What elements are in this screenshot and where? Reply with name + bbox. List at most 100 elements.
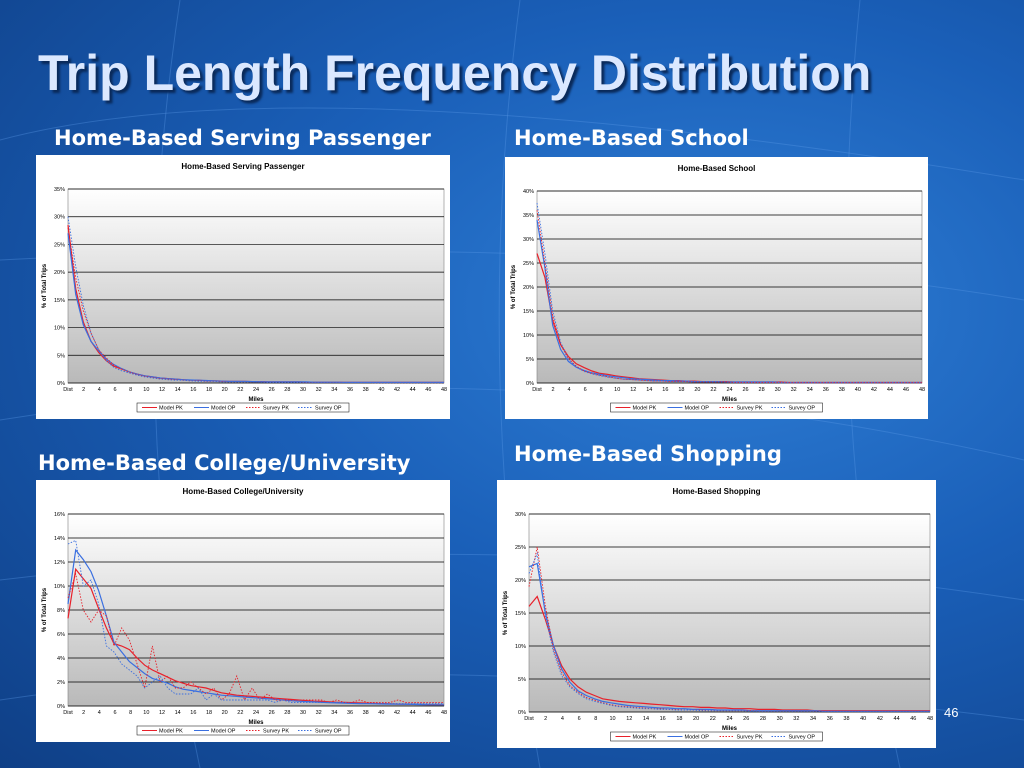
chart-0-legend-label: Survey OP <box>315 406 342 412</box>
chart-2-y-tick-label: 4% <box>57 656 65 662</box>
chart-2-series-survey-op <box>67 539 444 705</box>
chart-3-x-tick-label: 48 <box>927 716 933 722</box>
chart-0-x-tick-label: 12 <box>159 387 165 393</box>
chart-0-x-tick-label: 28 <box>284 387 290 393</box>
chart-3-x-tick-label: Dist <box>524 716 534 722</box>
chart-2-x-tick-label: 6 <box>113 710 116 716</box>
chart-0-x-tick-label: 2 <box>82 387 85 393</box>
chart-1-x-tick-label: 24 <box>726 387 732 393</box>
chart-2-x-tick-label: 42 <box>394 710 400 716</box>
chart-2-x-tick-label: 14 <box>175 710 181 716</box>
chart-3-x-tick-label: 2 <box>544 716 547 722</box>
chart-3-x-tick-label: 18 <box>676 716 682 722</box>
chart-2-x-axis-label: Miles <box>248 720 264 726</box>
chart-svg-shopping: Home-Based Shopping 0% 5% 10% 15% 20% 25% 30% Di… <box>503 487 933 742</box>
chart-0-x-tick-label: 8 <box>129 387 132 393</box>
chart-2-series-survey-pk <box>67 572 444 703</box>
chart-1-y-tick-label: 25% <box>523 261 534 267</box>
chart-3-legend-label: Survey OP <box>789 735 816 741</box>
chart-3-x-tick-label: 16 <box>660 716 666 722</box>
chart-3-x-tick-label: 12 <box>626 716 632 722</box>
chart-1-x-tick-label: 38 <box>839 387 845 393</box>
chart-2-legend-label: Survey OP <box>315 729 342 735</box>
chart-0-x-tick-label: Dist <box>63 387 73 393</box>
chart-1-y-tick-label: 40% <box>523 189 534 195</box>
chart-1-x-tick-label: 20 <box>694 387 700 393</box>
chart-1-y-axis-label: % of Total Trips <box>511 264 517 309</box>
chart-2-y-tick-label: 14% <box>54 536 65 542</box>
chart-3-legend-box <box>610 731 823 742</box>
chart-2-legend-box <box>136 725 350 736</box>
chart-1-x-tick-label: 6 <box>584 387 587 393</box>
chart-3-y-tick-label: 20% <box>515 578 526 584</box>
chart-1-x-tick-label: 12 <box>630 387 636 393</box>
chart-2-x-tick-label: 48 <box>441 710 447 716</box>
chart-2-x-tick-label: Dist <box>63 710 73 716</box>
chart-2-x-tick-label: 2 <box>82 710 85 716</box>
chart-0-x-tick-label: 4 <box>98 387 101 393</box>
chart-0-x-tick-label: 6 <box>113 387 116 393</box>
chart-0-x-tick-label: 34 <box>331 387 337 393</box>
chart-2-x-tick-label: 24 <box>253 710 259 716</box>
chart-1-x-tick-label: 44 <box>887 387 893 393</box>
chart-3-x-tick-label: 22 <box>710 716 716 722</box>
panel-label-shopping: Home-Based Shopping <box>514 442 782 466</box>
chart-3-x-tick-label: 30 <box>777 716 783 722</box>
chart-2-x-tick-label: 36 <box>347 710 353 716</box>
chart-3-legend-label: Model PK <box>633 735 657 741</box>
chart-3-x-tick-label: 44 <box>894 716 900 722</box>
chart-0-series-survey-op <box>67 216 444 384</box>
chart-2-y-tick-label: 16% <box>54 512 65 518</box>
chart-1-x-tick-label: 42 <box>871 387 877 393</box>
chart-1-x-tick-label: 34 <box>807 387 813 393</box>
chart-1-y-tick-label: 15% <box>523 309 534 315</box>
chart-0-x-tick-label: 20 <box>222 387 228 393</box>
chart-1-legend-label: Model PK <box>633 406 657 412</box>
chart-0-x-tick-label: 44 <box>410 387 416 393</box>
chart-1-legend-label: Model OP <box>685 406 710 412</box>
chart-3-y-tick-label: 30% <box>515 512 526 518</box>
chart-2-y-axis-label: % of Total Trips <box>42 587 48 632</box>
chart-0-y-tick-label: 15% <box>54 298 65 304</box>
chart-0-x-tick-label: 22 <box>237 387 243 393</box>
chart-0-y-tick-label: 0% <box>57 381 65 387</box>
chart-1-x-tick-label: 10 <box>614 387 620 393</box>
chart-0-x-tick-label: 46 <box>425 387 431 393</box>
chart-college-university: Home-Based College/University 0% 2% 4% 6% 8% 1… <box>36 480 450 742</box>
chart-3-y-axis-label: % of Total Trips <box>503 590 509 635</box>
chart-2-x-tick-label: 28 <box>284 710 290 716</box>
chart-2-y-tick-label: 8% <box>57 608 65 614</box>
chart-0-x-tick-label: 10 <box>143 387 149 393</box>
chart-1-x-tick-label: 16 <box>662 387 668 393</box>
chart-2-x-tick-label: 46 <box>425 710 431 716</box>
chart-1-series-survey-pk <box>536 210 922 383</box>
chart-2-x-tick-label: 34 <box>331 710 337 716</box>
chart-svg-college-university: Home-Based College/University 0% 2% 4% 6% 8% 1… <box>42 487 447 736</box>
chart-3-legend-label: Survey PK <box>737 735 763 741</box>
chart-1-x-tick-label: 48 <box>919 387 925 393</box>
chart-3-legend-label: Model OP <box>685 735 710 741</box>
chart-2-x-tick-label: 30 <box>300 710 306 716</box>
chart-0-y-tick-label: 35% <box>54 187 65 193</box>
chart-1-y-tick-label: 10% <box>523 333 534 339</box>
chart-1-legend-label: Survey OP <box>789 406 816 412</box>
chart-0-x-tick-label: 14 <box>175 387 181 393</box>
chart-3-x-tick-label: 28 <box>760 716 766 722</box>
chart-1-y-tick-label: 30% <box>523 237 534 243</box>
chart-1-legend-label: Survey PK <box>737 406 763 412</box>
chart-2-legend-label: Model OP <box>211 729 236 735</box>
chart-3-x-tick-label: 46 <box>910 716 916 722</box>
chart-0-x-tick-label: 42 <box>394 387 400 393</box>
panel-label-school: Home-Based School <box>514 126 749 150</box>
chart-shopping: Home-Based Shopping 0% 5% 10% 15% 20% 25% 30% Di… <box>497 480 936 748</box>
chart-1-x-tick-label: 22 <box>710 387 716 393</box>
chart-2-x-tick-label: 12 <box>159 710 165 716</box>
chart-3-series-model-op <box>528 562 930 712</box>
slide-title: Trip Length Frequency Distribution <box>38 45 872 101</box>
chart-2-x-tick-label: 38 <box>363 710 369 716</box>
chart-1-x-tick-label: 26 <box>742 387 748 393</box>
chart-2-x-tick-label: 32 <box>316 710 322 716</box>
chart-3-x-tick-label: 10 <box>609 716 615 722</box>
chart-0-x-tick-label: 36 <box>347 387 353 393</box>
chart-2-legend-label: Model PK <box>159 729 183 735</box>
